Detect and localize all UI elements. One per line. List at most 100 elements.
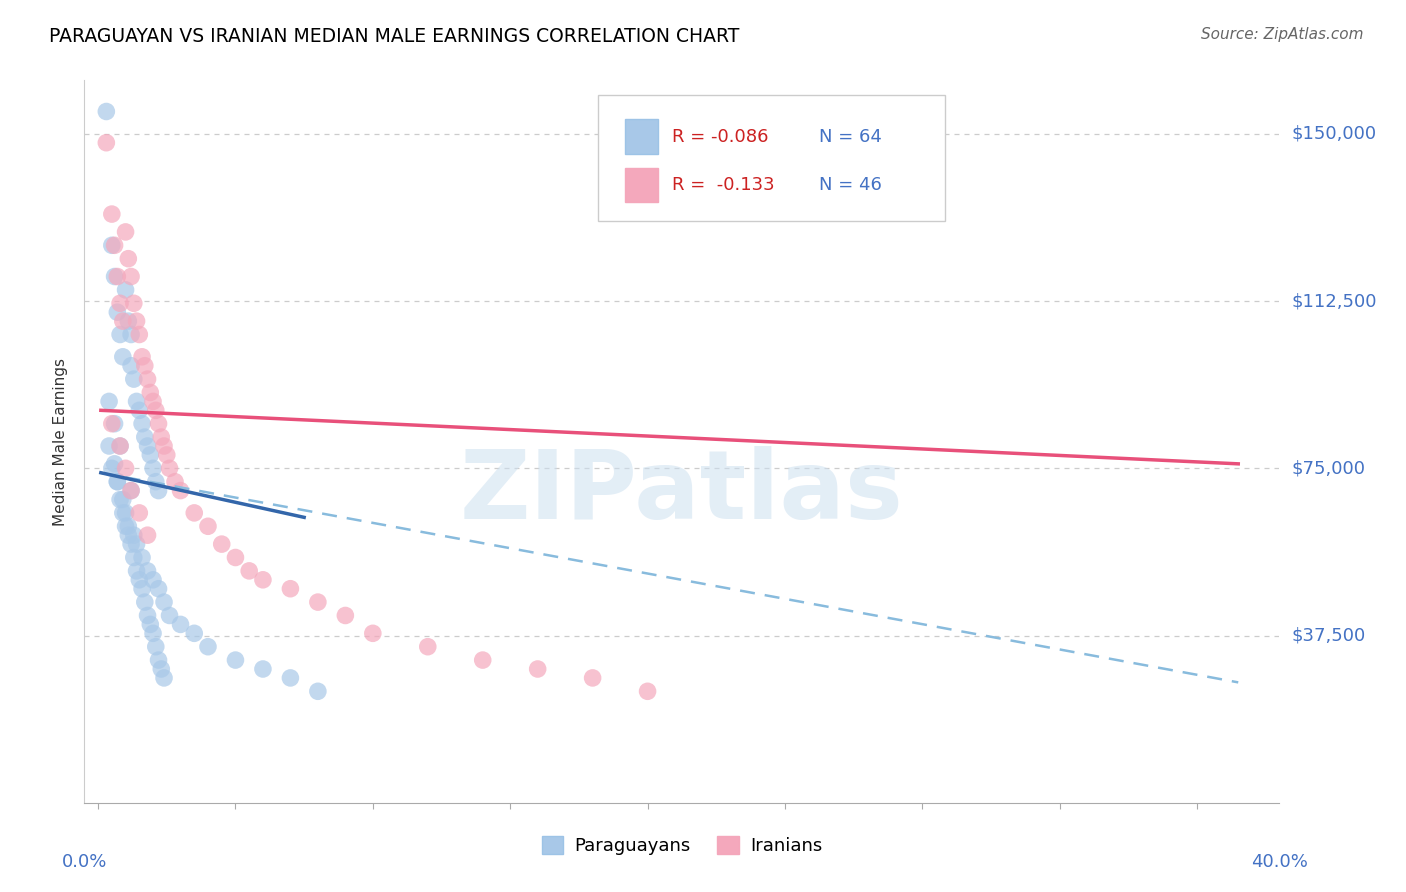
Point [122,528,145,542]
Point [101,461,124,475]
Point [134,430,156,444]
Point [252,662,274,676]
Point [159,461,181,475]
Text: R = -0.086: R = -0.086 [672,128,769,145]
Point [117,314,139,328]
Point [139,617,162,632]
Point [105,475,128,489]
Point [153,671,176,685]
Point [134,359,156,373]
Point [122,372,145,386]
Point [128,327,150,342]
Text: $112,500: $112,500 [1292,292,1376,310]
Point [131,550,153,565]
Point [108,492,131,507]
Point [335,608,357,623]
Point [136,439,159,453]
Point [120,327,142,342]
Point [122,296,145,310]
Point [131,417,153,431]
Point [120,483,142,498]
Point [145,403,167,417]
Point [120,269,142,284]
Text: PARAGUAYAN VS IRANIAN MEDIAN MALE EARNINGS CORRELATION CHART: PARAGUAYAN VS IRANIAN MEDIAN MALE EARNIN… [49,27,740,45]
Point [105,475,128,489]
Point [98,439,121,453]
Point [280,671,302,685]
Point [142,461,165,475]
FancyBboxPatch shape [624,120,658,154]
Point [101,207,124,221]
Point [125,394,148,409]
Text: 0.0%: 0.0% [62,854,107,871]
Point [108,296,131,310]
Point [150,430,173,444]
Point [117,528,139,542]
Point [114,519,136,533]
Point [128,506,150,520]
Point [163,475,186,489]
Point [145,475,167,489]
Point [224,550,246,565]
Point [125,537,148,551]
Point [114,283,136,297]
Point [105,269,128,284]
Point [142,626,165,640]
Point [136,528,159,542]
Point [581,671,603,685]
Point [114,461,136,475]
Point [142,573,165,587]
Point [169,617,191,632]
Point [159,608,181,623]
Point [120,483,142,498]
Point [103,457,125,471]
Point [111,492,134,507]
Point [96,136,118,150]
Point [134,595,156,609]
Point [120,359,142,373]
Point [526,662,548,676]
Legend: Paraguayans, Iranians: Paraguayans, Iranians [534,829,830,863]
Point [98,394,121,409]
Point [136,372,159,386]
Point [131,582,153,596]
Point [153,595,176,609]
Point [153,439,176,453]
Point [108,327,131,342]
Point [139,385,162,400]
Point [105,305,128,319]
Point [131,350,153,364]
Y-axis label: Median Male Earnings: Median Male Earnings [53,358,69,525]
Point [211,537,233,551]
Point [183,506,205,520]
FancyBboxPatch shape [624,168,658,202]
Point [136,564,159,578]
Point [471,653,494,667]
Point [197,519,219,533]
Text: ZIPatlas: ZIPatlas [460,446,904,539]
Point [103,417,125,431]
Point [117,519,139,533]
Point [111,350,134,364]
Point [114,506,136,520]
Text: N = 64: N = 64 [820,128,882,145]
Point [238,564,260,578]
Point [120,537,142,551]
Point [307,595,329,609]
Point [128,403,150,417]
Text: 40.0%: 40.0% [1251,854,1308,871]
Point [169,483,191,498]
Point [148,582,170,596]
Point [224,653,246,667]
Point [307,684,329,698]
Point [122,550,145,565]
Point [108,439,131,453]
Point [111,506,134,520]
Text: N = 46: N = 46 [820,176,882,194]
FancyBboxPatch shape [599,95,945,221]
Point [101,238,124,252]
Point [111,314,134,328]
Point [139,448,162,462]
Point [128,573,150,587]
Point [136,608,159,623]
